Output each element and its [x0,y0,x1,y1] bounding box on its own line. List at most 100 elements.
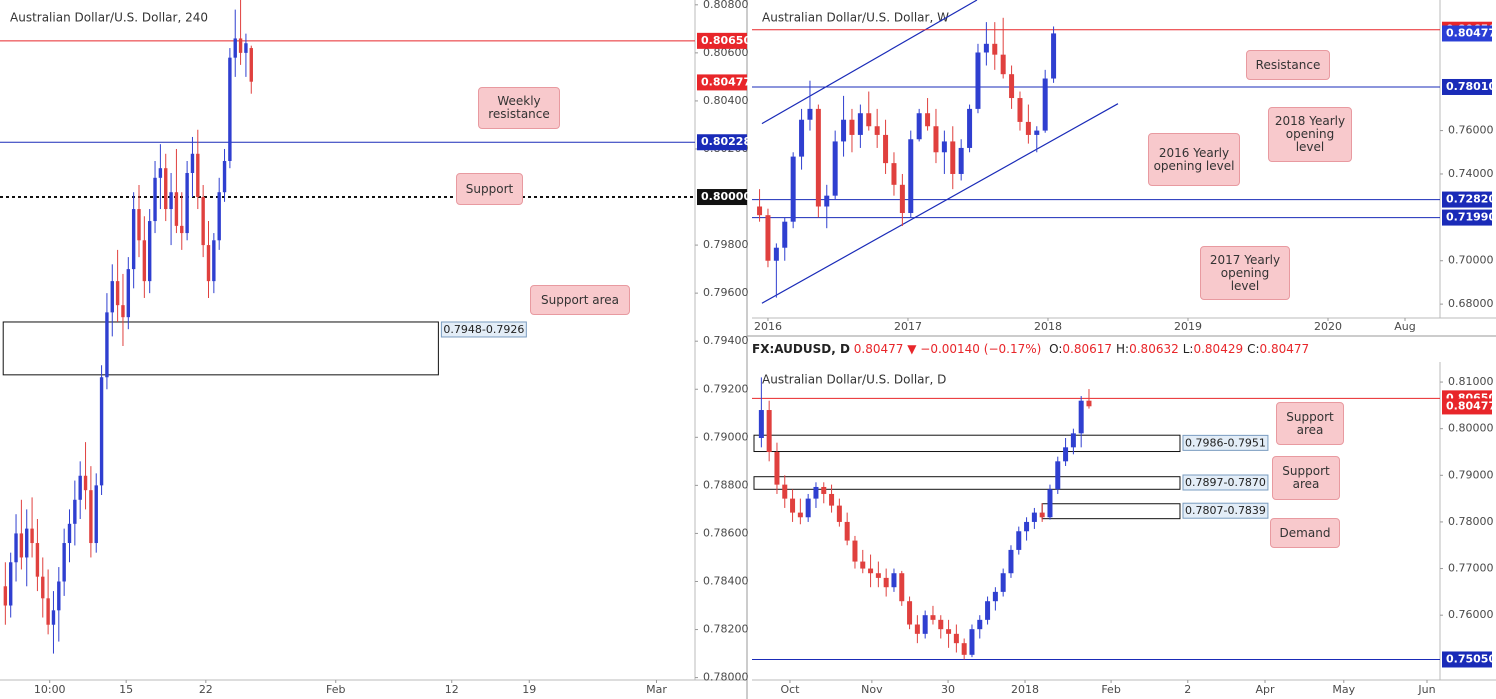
candle-body [110,281,114,313]
zone [753,476,1181,490]
candle-body [914,624,920,634]
field-value: 0.80632 [1129,342,1179,356]
level-label: 0.75050 [1446,652,1496,665]
y-tick-label: 0.78600 [703,526,749,539]
field-label: O: [1049,342,1063,356]
candle-body [933,126,939,153]
candle-body [78,475,82,500]
candle-body [958,147,964,174]
y-tick-label: 0.70000 [1448,254,1494,267]
x-tick-label: 30 [941,683,955,696]
callout: 2018 Yearly opening level [1268,107,1352,162]
candle-body [206,245,211,282]
chart-title: Australian Dollar/U.S. Dollar, 240 [10,11,208,25]
candle-body [212,240,216,282]
x-tick-label: Oct [780,683,800,696]
level-label: 0.72820 [1446,193,1496,206]
candle-body [174,192,179,226]
x-tick-label: May [1332,683,1355,696]
candle-body [868,568,874,574]
y-tick-label: 0.76000 [1448,608,1494,621]
candle-body [782,221,788,248]
candle-body [807,108,813,120]
candle-body [222,160,227,193]
y-tick-label: 0.74000 [1448,167,1494,180]
x-tick-label: Nov [861,683,883,696]
candle-body [849,119,855,135]
price-marker-box [1442,25,1492,42]
x-tick-label: Aug [1394,320,1415,333]
candle-body [860,561,866,569]
candle-body [35,543,40,577]
candle-body [852,540,858,562]
candle-body [766,410,772,452]
candle-body [14,533,18,563]
level-label: 0.78010 [1446,80,1496,93]
callout: 2017 Yearly opening level [1200,246,1290,300]
x-tick-label: 2020 [1314,320,1342,333]
candle-body [774,451,780,485]
candle-body [899,573,905,602]
y-tick-label: 0.80000 [1448,422,1494,435]
x-tick-label: 19 [522,683,536,696]
candle-body [1009,74,1015,99]
x-tick-label: Mar [646,683,667,696]
candle-body [758,410,764,439]
price-marker-box [697,74,747,91]
candle-body [105,312,109,378]
candle-body [857,113,863,135]
candle-body [916,113,922,140]
price-marker-label: 0.80477 [701,75,751,88]
candle-body [3,586,8,606]
candle-body [832,141,838,196]
candle-body [94,485,98,544]
price-marker-label: 0.80477 [1446,399,1496,412]
change: −0.00140 (−0.17%) [920,342,1042,356]
candle-body [164,168,168,210]
candle-body [233,38,237,58]
callout: Support area [530,285,630,315]
x-tick-label: Jun [1417,683,1435,696]
x-tick-label: 12 [445,683,459,696]
y-tick-label: 0.79600 [703,286,749,299]
y-tick-label: 0.79800 [703,238,749,251]
level-label: 0.80228 [701,135,751,148]
candle-body [790,156,796,222]
candle-body [1042,78,1048,131]
level-label: 0.71990 [1446,211,1496,224]
candle-body [1000,54,1006,75]
candle-body [899,184,905,214]
level-label: 0.80650 [701,34,751,47]
candle-body [907,601,913,625]
trend-line [761,103,1119,304]
candle-body [992,591,998,602]
y-tick-label: 0.76000 [1448,124,1494,137]
y-tick-label: 0.78800 [703,478,749,491]
y-tick-label: 0.80600 [703,46,749,59]
price-marker-label: 0.80477 [1446,26,1496,39]
candle-body [975,52,981,109]
callout: Support [456,173,523,205]
candle-body [169,192,173,210]
x-tick-label: Feb [326,683,345,696]
candle-body [8,562,13,606]
callout: Weekly resistance [478,87,560,129]
chart-title: Australian Dollar/U.S. Dollar, D [762,373,946,387]
candle-body [891,163,897,185]
zone [753,434,1181,453]
level-label-box [697,134,747,151]
candle-body [805,498,811,518]
candle-body [844,521,850,541]
chart-title: Australian Dollar/U.S. Dollar, W [762,11,949,25]
candle-body [1055,461,1061,490]
candle-body [1047,489,1053,518]
x-tick-label: 2 [1184,683,1191,696]
x-tick-label: 2019 [1174,320,1202,333]
change-arrow: ▼ [907,342,917,356]
level-label-box [1442,651,1492,668]
symbol: FX:AUDUSD, D [752,342,850,356]
zone-label-box [1182,502,1269,519]
level-label-box [1442,78,1492,95]
candle-body [1008,549,1014,574]
zone-label-box [1182,434,1269,451]
